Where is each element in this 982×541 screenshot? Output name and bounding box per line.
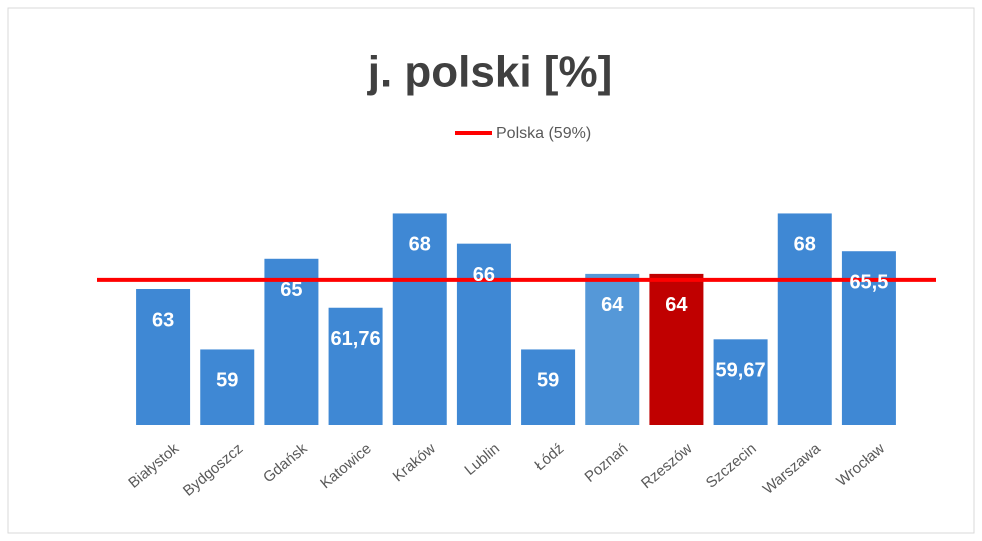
legend-label: Polska (59%) [496, 125, 591, 142]
value-label: 63 [152, 309, 174, 331]
bar [456, 243, 511, 425]
value-label: 68 [794, 234, 816, 256]
chart-title: j. polski [%] [367, 48, 612, 97]
value-label: 66 [473, 264, 495, 286]
value-label: 64 [665, 294, 688, 316]
value-label: 59 [537, 370, 559, 392]
bar [649, 273, 704, 425]
bar [200, 349, 255, 425]
bar [136, 289, 191, 425]
value-label: 65,5 [849, 272, 888, 294]
value-label: 61,76 [331, 328, 381, 350]
value-label: 65 [280, 279, 302, 301]
bar [328, 307, 383, 425]
bar [777, 213, 832, 425]
value-label: 59 [216, 370, 238, 392]
bar [713, 339, 768, 425]
value-label: 59,67 [716, 360, 766, 382]
value-label: 64 [601, 294, 624, 316]
value-label: 68 [409, 234, 431, 256]
bar [521, 349, 576, 425]
bar [392, 213, 447, 425]
bar [264, 258, 319, 425]
bar [585, 273, 640, 425]
